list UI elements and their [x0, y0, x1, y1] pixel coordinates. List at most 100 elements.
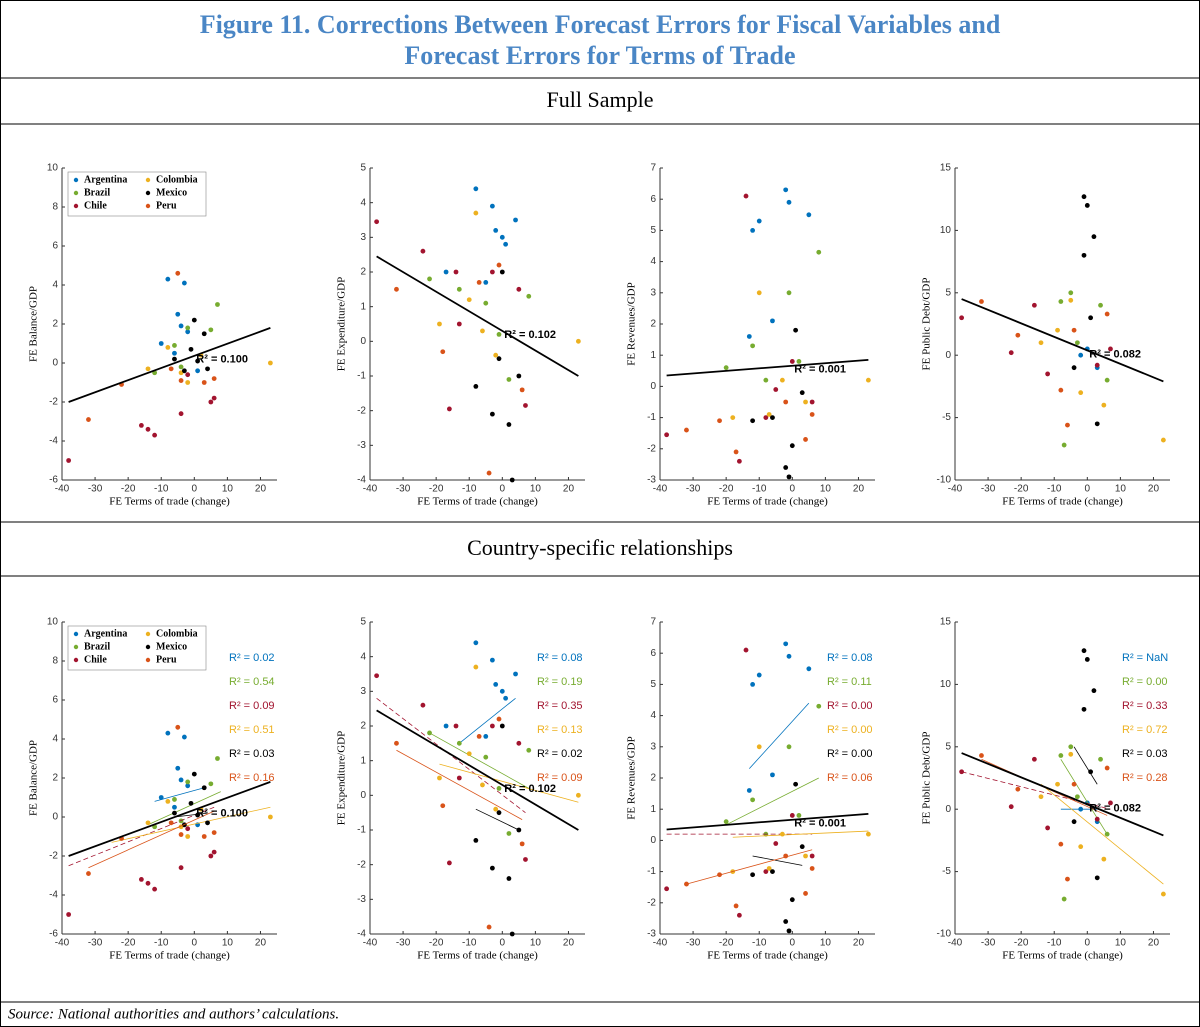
- y-tick-label: 0: [360, 336, 366, 347]
- point: [733, 449, 739, 455]
- point: [664, 432, 670, 438]
- x-tick-label: -20: [719, 484, 734, 495]
- point: [172, 350, 177, 356]
- point: [496, 810, 502, 816]
- point: [437, 321, 442, 327]
- point: [165, 730, 171, 736]
- x-tick-label: -10: [462, 484, 477, 495]
- point: [779, 831, 785, 837]
- point: [168, 366, 174, 372]
- x-tick-label: 20: [255, 484, 267, 495]
- legend-marker: [145, 631, 151, 637]
- point: [195, 358, 201, 364]
- point: [743, 647, 749, 653]
- point: [575, 338, 581, 344]
- point: [215, 756, 220, 761]
- point: [806, 212, 812, 218]
- legend-marker: [73, 190, 79, 196]
- series-fit-line: [68, 806, 215, 867]
- y-tick-label: 4: [650, 256, 656, 267]
- series-fit-line: [111, 806, 271, 843]
- point: [803, 853, 808, 859]
- point: [796, 359, 802, 364]
- point: [473, 640, 479, 646]
- y-tick-label: 10: [47, 163, 59, 174]
- point: [394, 740, 399, 746]
- y-tick-label: -2: [357, 859, 366, 870]
- point: [786, 744, 792, 750]
- y-tick-label: 5: [360, 617, 366, 628]
- point: [1098, 756, 1103, 762]
- x-axis-label: FE Terms of trade (change): [1002, 496, 1123, 508]
- r2-label: R² = 0.08: [827, 652, 873, 664]
- point: [476, 280, 482, 285]
- point: [1081, 252, 1087, 258]
- point: [185, 372, 191, 378]
- point: [178, 865, 184, 871]
- point: [473, 210, 479, 216]
- point: [789, 443, 795, 449]
- x-tick-label: 10: [222, 938, 234, 949]
- section-heading: Country-specific relationships: [467, 535, 733, 560]
- point: [1098, 302, 1103, 308]
- point: [466, 751, 472, 757]
- y-tick-label: -2: [357, 405, 366, 416]
- y-tick-label: 0: [945, 350, 951, 361]
- point: [172, 797, 177, 802]
- legend-marker: [73, 177, 79, 183]
- y-tick-label: 10: [940, 225, 952, 236]
- x-tick-label: 10: [530, 484, 542, 495]
- y-tick-label: 7: [650, 163, 656, 174]
- fit-line: [68, 327, 271, 403]
- point: [175, 724, 181, 730]
- point: [786, 653, 792, 659]
- y-tick-label: 8: [52, 656, 58, 667]
- x-tick-label: -20: [719, 938, 734, 949]
- r2-label: R² = 0.02: [537, 748, 583, 760]
- point: [506, 422, 512, 427]
- y-axis-label: FE Expenditure/GDP: [336, 277, 348, 371]
- y-tick-label: -10: [937, 929, 952, 940]
- point: [86, 417, 91, 422]
- point: [427, 730, 432, 736]
- x-tick-label: 20: [563, 484, 575, 495]
- point: [201, 785, 207, 791]
- x-tick-label: -40: [55, 938, 70, 949]
- series-fit-line: [961, 771, 1111, 810]
- point: [809, 412, 815, 417]
- x-tick-label: -40: [55, 484, 70, 495]
- point: [145, 880, 151, 886]
- point: [516, 373, 522, 379]
- point: [208, 781, 214, 787]
- point: [733, 903, 739, 909]
- y-tick-label: 4: [52, 280, 58, 291]
- y-tick-label: 5: [945, 287, 951, 298]
- point: [773, 387, 779, 392]
- point: [172, 356, 177, 362]
- x-tick-label: 10: [530, 938, 542, 949]
- point: [456, 286, 462, 292]
- y-tick-label: 0: [52, 358, 58, 369]
- y-axis-label: FE Public Debt/GDP: [921, 732, 933, 825]
- point: [486, 924, 492, 930]
- point: [205, 820, 210, 826]
- series-fit-line: [752, 855, 803, 866]
- point: [1081, 706, 1087, 712]
- r2-label: R² = 0.11: [827, 676, 872, 688]
- r2-label: R² = 0.00: [827, 724, 873, 736]
- x-tick-label: 0: [500, 484, 506, 495]
- point: [803, 891, 808, 896]
- point: [427, 276, 432, 282]
- series-fit-line: [686, 849, 813, 885]
- point: [513, 217, 518, 223]
- point: [809, 866, 815, 871]
- series-fit-line: [1040, 783, 1164, 885]
- fit-r2-label: R² = 0.001: [794, 364, 846, 376]
- point: [1061, 896, 1067, 902]
- x-tick-label: 0: [790, 484, 796, 495]
- y-tick-label: -5: [942, 866, 951, 877]
- point: [152, 886, 158, 892]
- point: [499, 269, 505, 275]
- point: [1091, 234, 1097, 240]
- r2-label: R² = 0.00: [827, 700, 873, 712]
